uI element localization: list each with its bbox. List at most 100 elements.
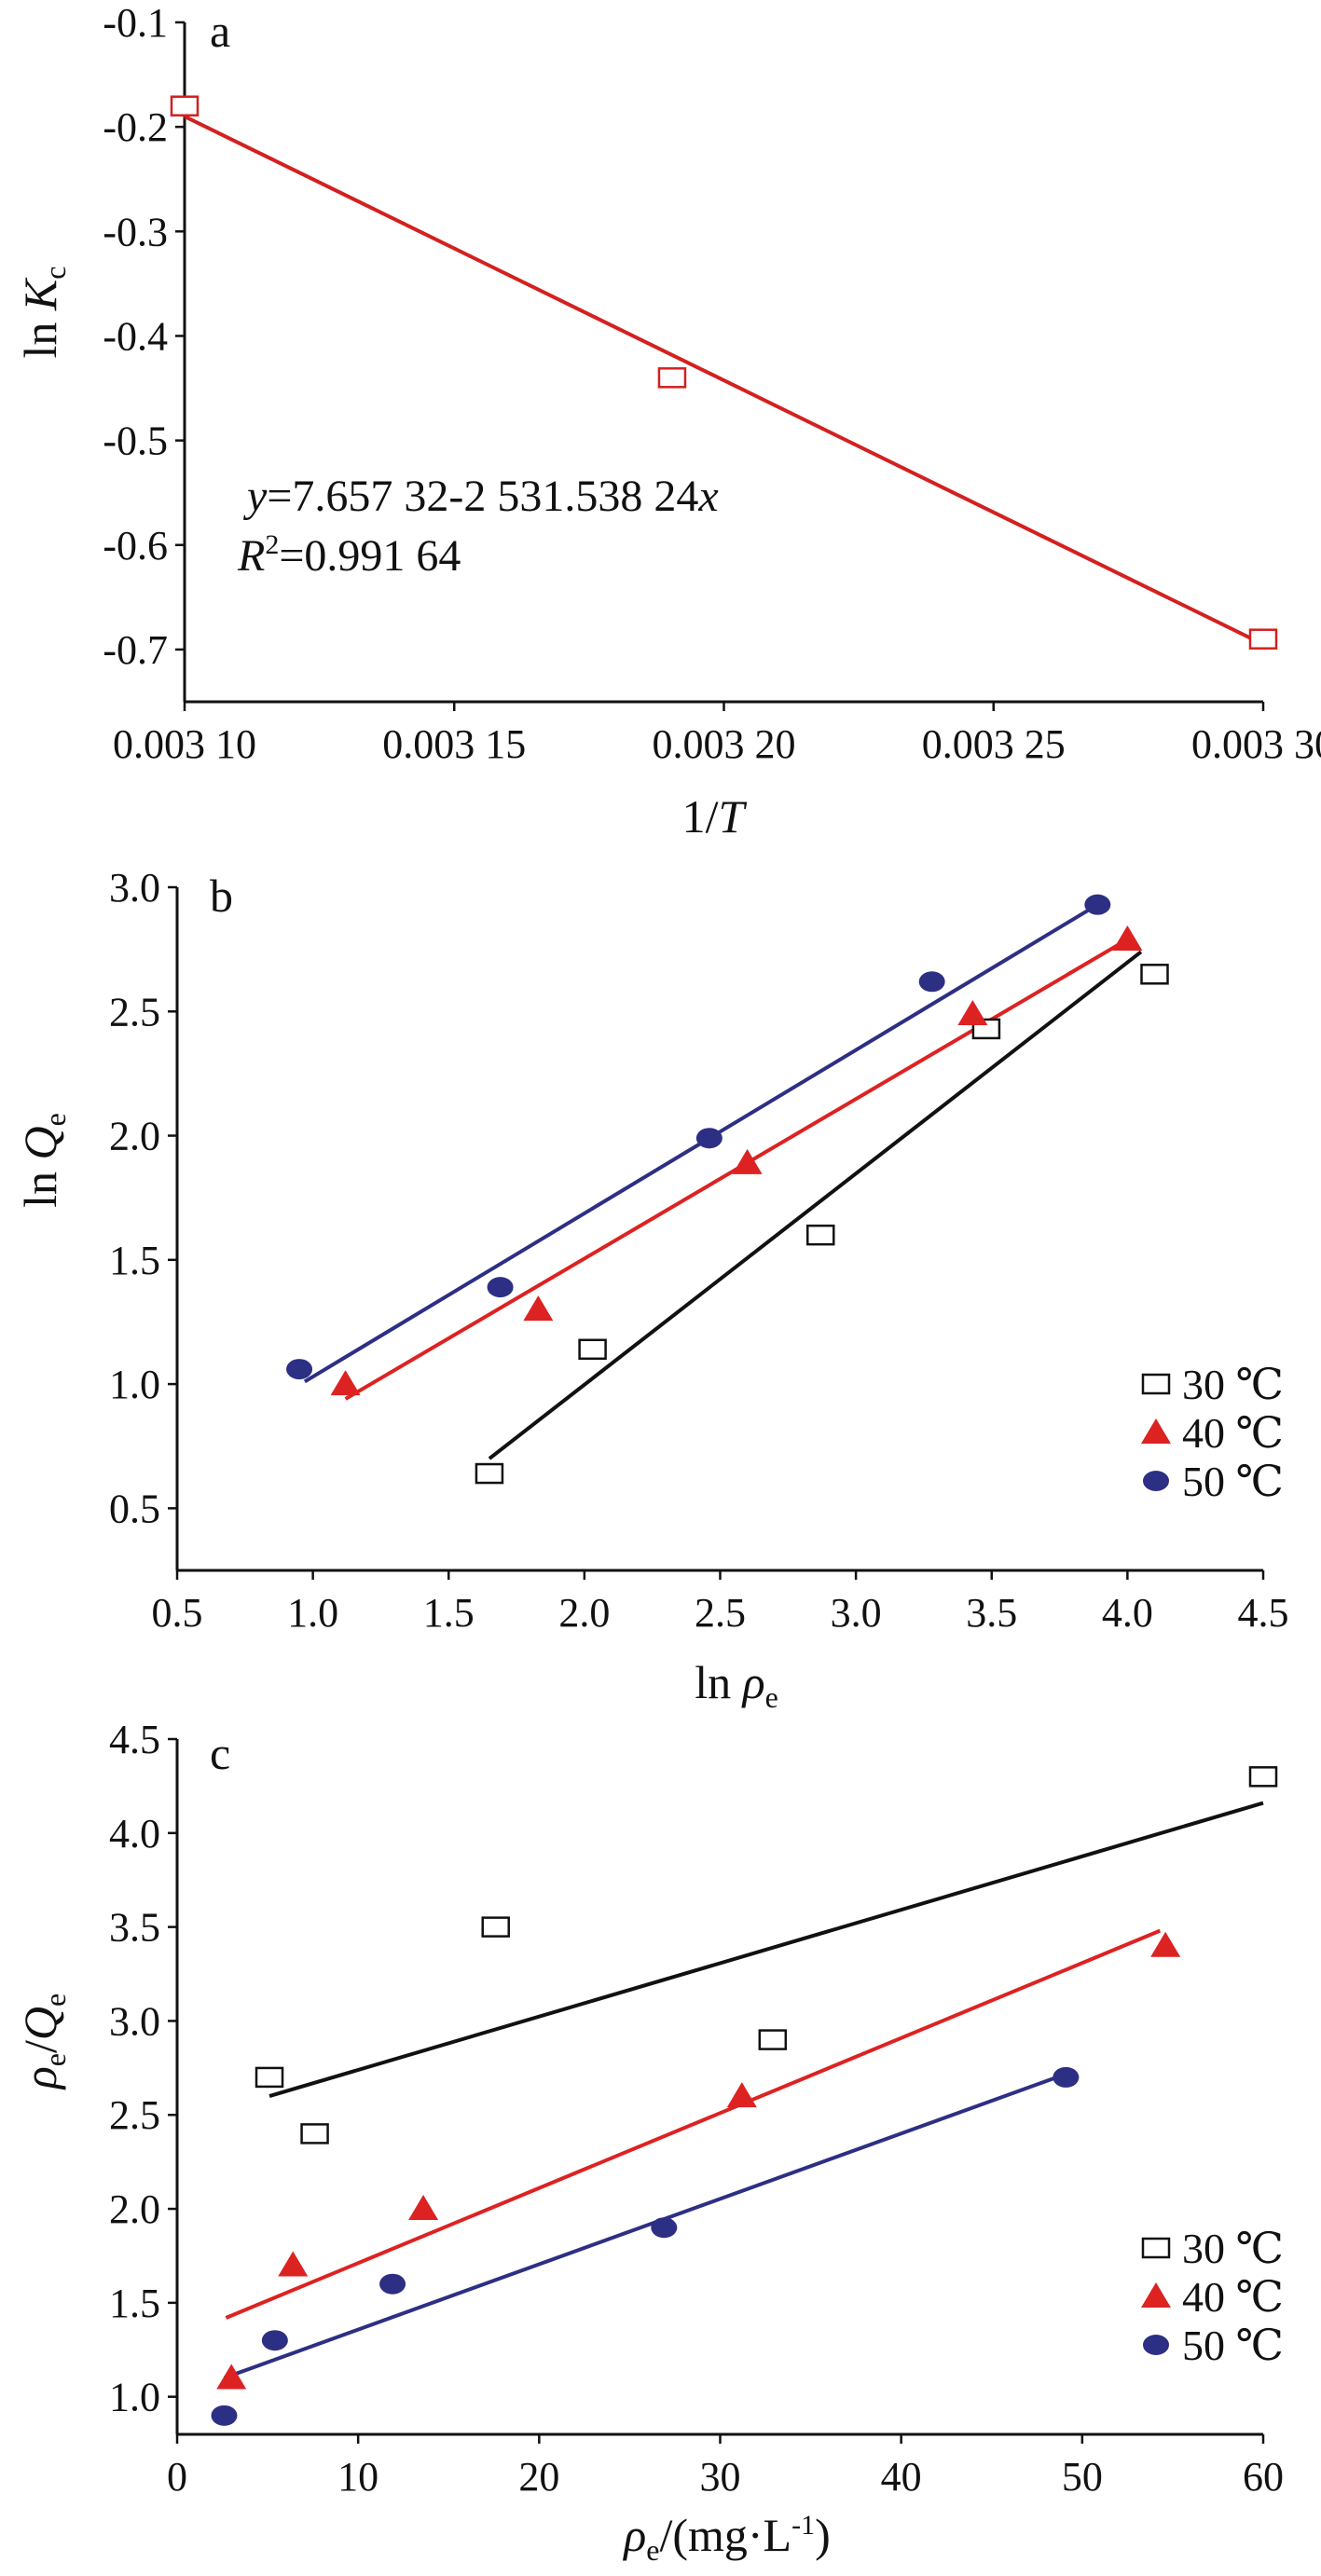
b-series-2-point [957, 999, 988, 1025]
a-x-tick-label: 0.003 15 [382, 721, 526, 767]
panel-b-axes: 0.5 1.0 1.5 2.0 2.5 3.0 3.5 4.0 4.5 0.5 1.0 1.5 2.0 2… [109, 865, 1289, 1636]
c-legend-marker-1 [1141, 2237, 1171, 2259]
b-legend-marker-2 [1141, 1418, 1171, 1444]
c-series-3-point [379, 2273, 406, 2295]
c-legend-label-2: 40 ℃ [1182, 2273, 1284, 2321]
b-y-tick-label: 0.5 [109, 1486, 160, 1531]
panel-b-xlabel-sub: e [765, 1680, 778, 1714]
c-series-1-point [481, 1916, 510, 1938]
panel-b-label: b [210, 870, 233, 922]
b-series-2-point [330, 1370, 361, 1396]
panel-b-x-axis-label: ln ρe [695, 1656, 778, 1714]
panel-a-ylabel-var: K [14, 277, 66, 311]
a-x-tick-label: 0.003 25 [922, 721, 1066, 767]
a-series-1-point [1248, 628, 1278, 650]
panel-b-ylabel-var: Q [14, 1126, 66, 1159]
panel-a-x-axis-label: 1/T [682, 790, 748, 843]
b-series-1-point [475, 1462, 504, 1485]
c-series-2-point [726, 2082, 757, 2108]
panel-c-axes: 0 10 20 30 40 50 60 1.0 1.5 2.0 2.5 3.0 3.5 4.0 4.5 [109, 1717, 1284, 2500]
b-x-tick-label: 3.5 [966, 1590, 1017, 1636]
b-series-1-point [1140, 964, 1169, 985]
panel-a-axes: 0.003 10 0.003 15 0.003 20 0.003 25 0.003 30… [103, 0, 1321, 767]
c-x-tick-label: 50 [1062, 2454, 1103, 2500]
panel-c-xlabel-close: ) [815, 2509, 831, 2561]
r-squared-sup: 2 [265, 529, 279, 560]
b-legend-marker-1 [1141, 1373, 1171, 1395]
panel-b-data [286, 894, 1169, 1485]
panel-c-xlabel-sup: -1 [791, 2510, 815, 2541]
b-y-tick-label: 2.0 [109, 1114, 160, 1159]
b-x-tick-label: 2.0 [558, 1590, 610, 1636]
b-series-1-point [578, 1338, 607, 1361]
a-y-tick-label: -0.2 [103, 104, 168, 150]
c-series-2-point [408, 2195, 439, 2221]
c-x-tick-label: 40 [881, 2454, 922, 2500]
b-series-3-point [1084, 894, 1111, 915]
c-y-tick-label: 3.5 [109, 1905, 160, 1951]
a-x-tick-label: 0.003 10 [113, 721, 256, 767]
panel-a-y-axis-label: ln Kc [14, 267, 72, 359]
panel-a-label: a [210, 5, 230, 57]
panel-b-ylabel-text: ln [14, 1159, 66, 1207]
c-series-3-point [1053, 2066, 1080, 2088]
c-legend-label-3: 50 ℃ [1182, 2322, 1284, 2369]
b-x-tick-label: 4.0 [1102, 1590, 1153, 1636]
panel-c-ylabel-var1: ρ [14, 2066, 66, 2090]
a-series-1-point [657, 367, 687, 389]
b-x-tick-label: 2.5 [695, 1590, 746, 1636]
c-series-3-fit-line [223, 2076, 1058, 2380]
panel-c-y-axis-label: ρe/Qe [14, 1994, 72, 2090]
c-y-tick-label: 3.0 [109, 1998, 160, 2044]
panel-c-xlabel-sub: e [646, 2533, 659, 2567]
panel-c-ylabel-slash: / [14, 2040, 66, 2053]
b-y-tick-label: 2.5 [109, 989, 160, 1035]
c-series-1-fit-line [268, 1801, 1264, 2098]
c-series-1-point [255, 2066, 284, 2089]
a-x-tick-label: 0.003 30 [1191, 721, 1321, 767]
c-series-2-point [1150, 1931, 1181, 1957]
r-squared-value: =0.991 64 [279, 531, 461, 581]
c-x-tick-label: 10 [337, 2454, 378, 2500]
panel-a-data [170, 95, 1278, 650]
b-x-tick-label: 0.5 [152, 1590, 203, 1636]
b-series-2-point [523, 1295, 554, 1322]
b-series-3-point [918, 971, 945, 993]
a-y-tick-label: -0.7 [103, 627, 168, 673]
panel-b-xlabel-text: ln [695, 1656, 742, 1708]
a-series-1-point [170, 95, 200, 116]
panel-c-ylabel-var2: Q [14, 2007, 66, 2040]
panel-c-ylabel-sub2: e [38, 1994, 72, 2007]
c-series-1-point [1248, 1766, 1278, 1788]
c-series-3-point [211, 2405, 238, 2426]
b-x-tick-label: 1.0 [287, 1590, 338, 1636]
a-y-tick-label: -0.1 [103, 0, 168, 46]
c-legend-marker-2 [1141, 2282, 1171, 2308]
b-legend-label-1: 30 ℃ [1182, 1361, 1284, 1408]
b-series-2-point [732, 1148, 763, 1174]
c-x-tick-label: 60 [1243, 2454, 1284, 2500]
c-legend-marker-3 [1143, 2335, 1169, 2355]
c-x-tick-label: 20 [518, 2454, 559, 2500]
b-series-1-point [806, 1224, 835, 1246]
c-y-tick-label: 4.5 [109, 1717, 160, 1762]
b-x-tick-label: 4.5 [1238, 1590, 1289, 1636]
c-y-tick-label: 1.0 [109, 2375, 160, 2420]
b-legend-label-3: 50 ℃ [1182, 1458, 1284, 1505]
c-y-tick-label: 2.5 [109, 2092, 160, 2138]
c-legend-label-1: 30 ℃ [1182, 2225, 1284, 2272]
panel-c-x-axis-label: ρe/(mg·L-1) [622, 2509, 831, 2567]
c-series-3-point [651, 2217, 678, 2239]
panel-c-ylabel-sub1: e [38, 2053, 72, 2066]
a-series-1-fit-line [184, 115, 1264, 647]
panel-c-xlabel-unit: /(mg·L [659, 2509, 791, 2561]
panel-b-xlabel-var: ρ [741, 1656, 765, 1708]
b-legend-label-2: 40 ℃ [1182, 1409, 1284, 1457]
panel-b-ylabel-sub: e [38, 1113, 72, 1126]
a-y-tick-label: -0.6 [103, 523, 168, 569]
b-x-tick-label: 1.5 [423, 1590, 475, 1636]
c-series-2-point [278, 2251, 309, 2277]
b-legend-marker-3 [1143, 1471, 1169, 1491]
panel-c-plot: c 0 10 20 30 40 50 601.01.52.02.53.03.54.04.5 … [14, 1717, 1284, 2567]
